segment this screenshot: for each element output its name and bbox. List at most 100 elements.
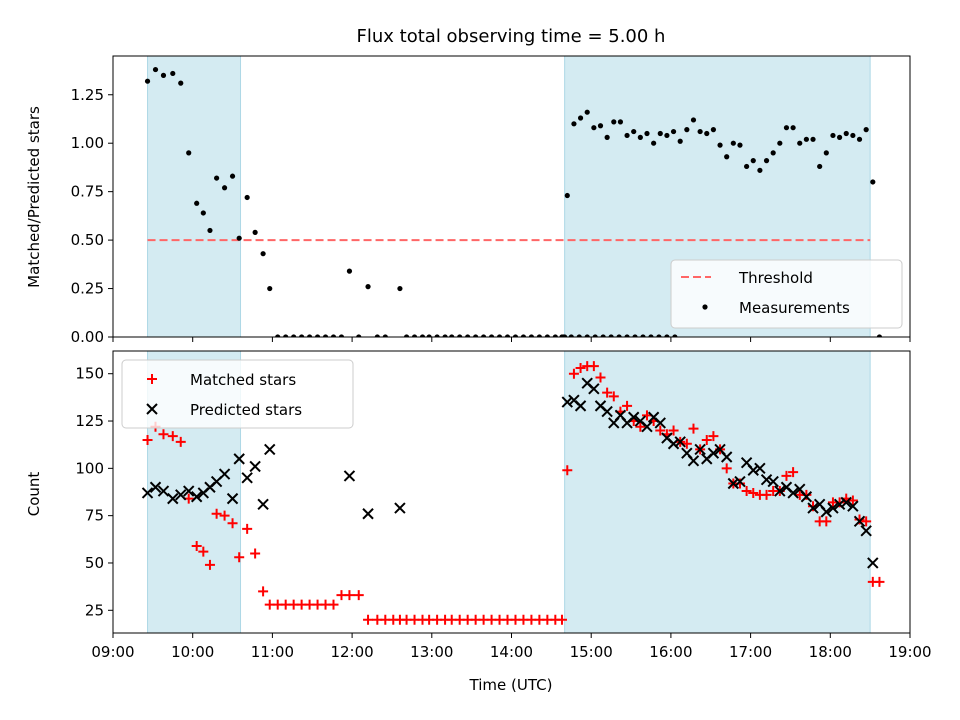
predicted-point: [754, 462, 766, 475]
measurement-point: [850, 132, 856, 139]
y-tick-label: 1.00: [71, 134, 104, 152]
matched-point: [191, 540, 202, 551]
matched-point: [175, 436, 186, 447]
measurement-point: [356, 334, 362, 337]
predicted-point: [867, 557, 879, 569]
legend-label-predicted: Predicted stars: [190, 401, 302, 419]
measurement-point: [684, 127, 690, 133]
predicted-point: [241, 472, 253, 484]
predicted-point: [157, 485, 170, 497]
y-tick-label: 25: [85, 601, 104, 619]
measurement-point: [577, 115, 584, 121]
measurement-point: [640, 334, 646, 337]
count-panel: 25 50 75 100 125 150 09:00 10:00 11:00 12:00 13:00…: [75, 350, 932, 661]
measurement-point: [346, 268, 353, 274]
y-tick-label: 0.75: [71, 183, 104, 201]
predicted-point: [141, 487, 154, 499]
measurement-point: [697, 128, 703, 135]
matched-point: [602, 387, 613, 398]
measurement-point: [843, 130, 849, 137]
matched-point: [250, 548, 261, 559]
series-predicted-stars: [141, 377, 879, 569]
measurement-point: [584, 334, 590, 337]
measurement-point: [382, 334, 388, 337]
matched-point: [353, 590, 364, 601]
measurement-point: [710, 127, 717, 133]
measurement-point: [672, 334, 678, 337]
measurement-point: [419, 334, 426, 337]
x-tick-label: 09:00: [91, 643, 134, 661]
y-tick-label: 100: [75, 459, 104, 477]
measurement-point: [592, 334, 598, 337]
measurement-point: [442, 334, 448, 337]
matched-point: [641, 410, 652, 421]
x-tick-label: 18:00: [809, 643, 852, 661]
measurement-point: [520, 334, 527, 337]
measurement-point: [314, 334, 321, 337]
measurement-point: [690, 117, 697, 123]
predicted-point: [362, 508, 374, 520]
matched-point: [847, 495, 858, 506]
predicted-point: [226, 492, 239, 505]
x-tick-label: 19:00: [888, 643, 931, 661]
measurement-point: [836, 134, 843, 140]
predicted-point: [257, 498, 269, 511]
measurement-point: [584, 109, 590, 115]
predicted-point: [175, 489, 187, 501]
matched-point: [608, 391, 619, 402]
measurement-point: [763, 158, 770, 164]
measurement-point: [221, 185, 228, 191]
x-axis-label: Time (UTC): [469, 676, 553, 694]
measurement-point: [544, 334, 550, 337]
measurement-point: [730, 140, 736, 146]
measurement-point: [568, 334, 574, 337]
predicted-point: [694, 443, 706, 456]
x-tick-label: 17:00: [729, 643, 772, 661]
predicted-point: [734, 475, 746, 488]
measurement-point: [322, 334, 329, 337]
matched-point: [158, 429, 169, 440]
predicted-point: [394, 502, 406, 514]
x-tick-label: 12:00: [330, 643, 373, 661]
measurement-point: [717, 142, 723, 148]
measurement-point: [783, 125, 790, 131]
measurement-point: [299, 334, 305, 337]
top-legend: Threshold Measurements: [670, 259, 903, 329]
matched-point: [708, 431, 719, 442]
measurement-point: [823, 150, 829, 156]
ratio-panel: 0.00 0.25 0.50 0.75 1.00 1.25: [71, 55, 911, 346]
measurement-point: [504, 334, 511, 337]
predicted-point: [190, 491, 203, 503]
matched-point: [808, 501, 819, 512]
measurement-point: [604, 134, 610, 140]
matched-point: [204, 559, 215, 570]
legend-label-measurements: Measurements: [739, 299, 850, 317]
measurement-point: [465, 334, 471, 337]
predicted-point: [561, 396, 573, 408]
legend-box: [121, 359, 354, 429]
measurement-point: [397, 285, 403, 292]
measurement-point: [744, 163, 750, 170]
measurement-point: [252, 229, 258, 235]
matched-point: [142, 434, 153, 445]
measurement-point: [571, 121, 577, 127]
predicted-point: [641, 420, 653, 433]
matched-point: [562, 465, 573, 476]
predicted-point: [249, 460, 261, 473]
measurement-point: [724, 154, 730, 160]
measurement-point: [817, 163, 823, 170]
predicted-point: [800, 491, 813, 503]
measurement-point: [178, 80, 184, 86]
matched-point: [219, 510, 230, 521]
measurement-point: [651, 140, 657, 146]
measurement-point: [144, 78, 151, 84]
predicted-point: [720, 451, 733, 463]
y-tick-label: 0.50: [71, 231, 104, 249]
measurement-point: [803, 136, 809, 142]
y-tick-label: 125: [75, 412, 104, 430]
measurement-point: [617, 119, 624, 125]
bottom-legend: Matched stars Predicted stars: [121, 359, 354, 429]
matched-point: [821, 516, 832, 527]
predicted-point: [767, 475, 779, 488]
measurement-point: [616, 334, 622, 337]
